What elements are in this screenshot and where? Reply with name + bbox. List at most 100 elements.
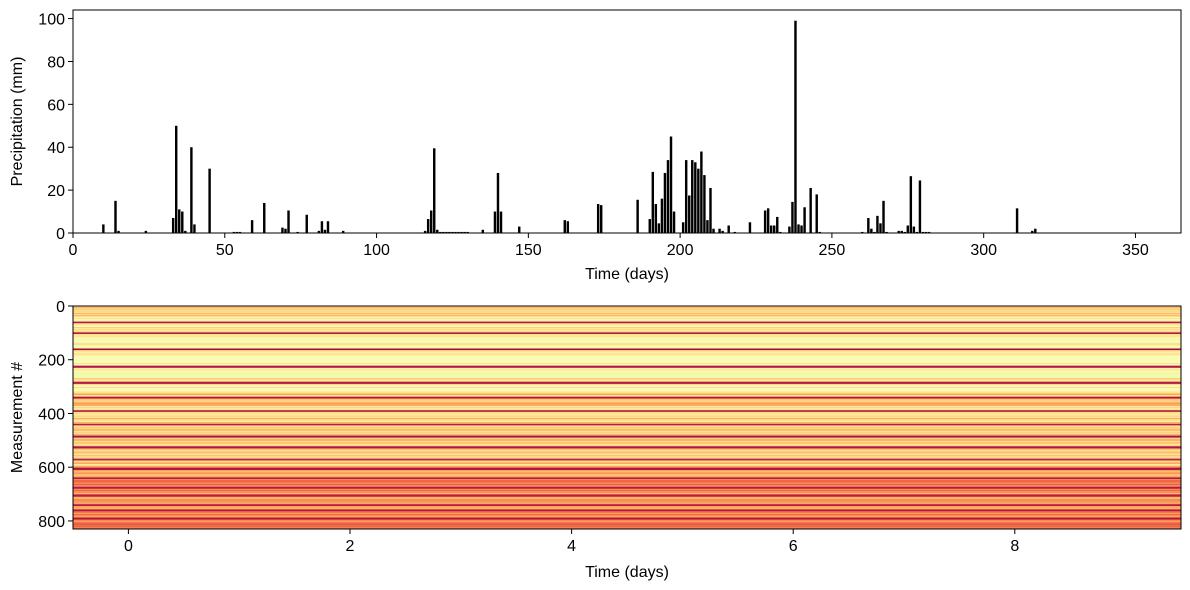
- y-axis-ticks: 0 20 40 60 80 100: [38, 12, 73, 243]
- bar-day-268: [885, 231, 888, 233]
- bar-day-190: [648, 219, 651, 233]
- bar-day-236: [788, 226, 791, 233]
- bar-day-214: [721, 230, 724, 233]
- bar-day-81: [317, 230, 321, 233]
- bar-day-232: [776, 216, 779, 233]
- bar-day-238: [794, 20, 797, 233]
- bar-day-316: [1031, 230, 1034, 233]
- bar-day-208: [703, 175, 706, 233]
- bar-day-15: [117, 230, 120, 233]
- y-tick-label: 80: [47, 54, 65, 71]
- bar-day-233: [779, 231, 782, 233]
- bar-day-194: [660, 198, 664, 233]
- bar-day-186: [636, 199, 639, 233]
- bar-day-174: [599, 205, 603, 234]
- bar-day-218: [733, 231, 736, 233]
- bar-day-129: [463, 231, 466, 233]
- bar-day-128: [460, 231, 463, 233]
- y-tick-label: 600: [38, 460, 65, 477]
- bar-day-240: [800, 225, 803, 233]
- bar-day-122: [442, 231, 445, 233]
- bar-day-216: [727, 225, 730, 233]
- bar-day-135: [481, 229, 485, 233]
- bar-day-37: [184, 230, 187, 233]
- bar-day-162: [563, 220, 566, 233]
- bar-day-245: [815, 194, 818, 233]
- bar-day-276: [909, 176, 913, 233]
- bar-day-230: [769, 225, 773, 233]
- bar-day-36: [181, 211, 184, 233]
- bar-day-197: [669, 136, 673, 233]
- y-tick-label: 400: [38, 406, 65, 423]
- bar-day-54: [235, 231, 239, 233]
- bar-day-266: [879, 223, 882, 233]
- bar-day-126: [454, 231, 457, 233]
- bar-day-223: [748, 222, 752, 233]
- bar-day-274: [903, 231, 906, 233]
- bar-day-70: [284, 228, 287, 233]
- bar-day-121: [439, 231, 442, 233]
- bar-day-275: [906, 225, 910, 233]
- bar-day-264: [873, 231, 876, 233]
- bar-day-59: [250, 220, 254, 233]
- x-tick-label: 150: [515, 242, 542, 259]
- bar-day-281: [924, 231, 928, 233]
- bar-day-192: [654, 204, 658, 233]
- x-tick-label: 350: [1122, 242, 1149, 259]
- x-tick-label: 300: [970, 242, 997, 259]
- bar-day-202: [684, 160, 688, 233]
- bar-day-206: [697, 168, 700, 233]
- bar-day-277: [912, 226, 916, 233]
- bar-day-82: [320, 221, 324, 233]
- x-tick-label: 4: [567, 538, 576, 555]
- bar-day-124: [448, 231, 451, 233]
- bar-day-280: [921, 231, 925, 233]
- y-tick-label: 40: [47, 140, 65, 157]
- bar-day-10: [102, 224, 105, 233]
- bar-day-63: [263, 202, 266, 233]
- bar-day-139: [493, 211, 497, 233]
- bar-day-273: [900, 230, 903, 233]
- bar-day-239: [797, 224, 800, 233]
- bar-day-84: [326, 221, 330, 233]
- bar-day-204: [691, 160, 694, 233]
- bar-day-272: [897, 230, 900, 233]
- y-axis-label: Measurement #: [9, 362, 26, 473]
- bar-day-83: [323, 229, 327, 233]
- bar-day-125: [451, 231, 454, 233]
- x-axis-ticks: 0 2 4 6 8: [124, 529, 1019, 555]
- bar-day-40: [193, 224, 196, 233]
- y-axis-label: Precipitation (mm): [9, 57, 26, 187]
- bar-day-89: [341, 230, 345, 233]
- bar-day-69: [281, 227, 284, 233]
- bar-day-77: [305, 214, 308, 233]
- x-tick-label: 8: [1010, 538, 1019, 555]
- bar-day-53: [232, 231, 236, 233]
- y-tick-label: 0: [56, 226, 65, 243]
- bar-day-118: [429, 210, 433, 233]
- bar-day-211: [712, 228, 715, 233]
- bar-day-191: [651, 171, 655, 233]
- x-tick-label: 0: [69, 242, 78, 259]
- x-tick-label: 6: [789, 538, 798, 555]
- x-tick-label: 200: [667, 242, 694, 259]
- x-tick-label: 0: [124, 538, 133, 555]
- bar-day-173: [596, 204, 600, 233]
- bar-day-262: [867, 217, 870, 233]
- bar-day-213: [718, 228, 721, 233]
- x-tick-label: 100: [363, 242, 390, 259]
- y-axis-ticks: 0 200 400 600 800: [38, 299, 73, 531]
- y-tick-label: 0: [56, 299, 65, 316]
- bar-day-163: [566, 221, 570, 233]
- precipitation-bar-chart: 0 50 100 150 200 250 300 350 0 20 40 60 80 100 Time …: [9, 9, 1182, 283]
- bar-day-267: [882, 200, 885, 233]
- bar-day-116: [423, 230, 427, 233]
- bar-day-39: [190, 147, 193, 233]
- bar-day-311: [1015, 208, 1019, 233]
- bar-day-34: [175, 125, 178, 233]
- bar-day-130: [466, 231, 469, 233]
- bar-day-147: [518, 226, 521, 233]
- heatmap-rows: [73, 306, 1181, 529]
- x-tick-label: 50: [216, 242, 234, 259]
- bar-day-195: [663, 172, 667, 233]
